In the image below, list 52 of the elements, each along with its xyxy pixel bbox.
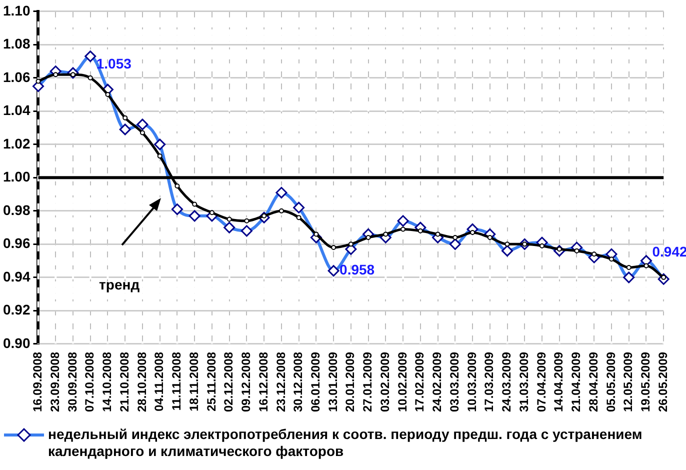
x-tick-label: 14.04.2009 [552, 352, 566, 412]
x-tick-label: 28.10.2008 [134, 352, 149, 412]
x-tick-label: 19.05.2009 [638, 352, 653, 412]
x-tick-label: 16.09.2008 [30, 352, 45, 412]
x-tick-label: 02.12.2008 [222, 352, 236, 412]
y-tick-label: 1.10 [3, 2, 30, 18]
x-tick-label: 20.01.2009 [343, 352, 358, 412]
y-tick-label: 0.90 [3, 334, 30, 351]
x-tick-label: 27.01.2009 [360, 352, 375, 412]
x-tick-label: 17.03.2009 [482, 352, 496, 412]
x-tick-label: 07.10.2008 [82, 352, 97, 412]
x-tick-label: 10.02.2009 [395, 352, 410, 412]
x-tick-label: 30.09.2008 [65, 352, 80, 412]
x-tick-label: 04.11.2008 [152, 352, 166, 412]
x-tick-label: 18.11.2008 [186, 352, 201, 412]
annotation: тренд [99, 276, 140, 293]
y-tick-label: 0.94 [3, 268, 30, 284]
x-tick-label: 24.03.2009 [500, 352, 514, 412]
x-tick-label: 09.12.2008 [239, 352, 254, 412]
x-tick-label: 14.10.2008 [100, 352, 114, 412]
annotation: 0.958 [340, 262, 375, 278]
legend-label: недельный индекс электропотребления к соотв. периоду предш. года с устранением календарного и климатического факторов [48, 426, 644, 460]
x-tick-label: 30.12.2008 [291, 352, 306, 412]
x-tick-label: 23.09.2008 [48, 352, 62, 412]
x-tick-label: 16.12.2008 [256, 352, 270, 412]
x-tick-label: 17.02.2009 [412, 352, 427, 412]
x-tick-label: 03.03.2009 [447, 352, 462, 412]
x-tick-label: 25.11.2008 [204, 352, 218, 412]
y-tick-label: 0.98 [3, 202, 30, 218]
x-tick-label: 21.04.2009 [569, 352, 584, 412]
y-tick-label: 1.04 [3, 102, 30, 118]
x-tick-label: 13.01.2009 [326, 352, 340, 412]
y-tick-label: 0.96 [3, 235, 30, 252]
x-tick-label: 03.02.2009 [378, 352, 392, 412]
y-tick-label: 0.92 [3, 302, 30, 318]
y-tick-label: 1.08 [3, 36, 30, 52]
x-tick-label: 05.05.2009 [604, 352, 618, 412]
y-tick-label: 1.06 [3, 68, 30, 85]
y-tick-label: 1.00 [3, 168, 30, 185]
x-tick-label: 23.12.2008 [274, 352, 288, 412]
x-tick-label: 07.04.2009 [534, 352, 548, 412]
x-tick-label: 28.04.2009 [586, 352, 600, 412]
x-tick-label: 12.05.2009 [621, 352, 636, 412]
annotation: 1.053 [96, 55, 132, 72]
x-tick-label: 24.02.2009 [430, 352, 444, 412]
x-tick-label: 26.05.2009 [656, 352, 670, 412]
x-tick-label: 06.01.2009 [308, 352, 322, 412]
x-tick-label: 10.03.2009 [464, 352, 479, 412]
x-tick-label: 31.03.2009 [516, 352, 531, 412]
x-tick-label: 21.10.2008 [117, 352, 132, 412]
y-tick-label: 1.02 [3, 135, 30, 152]
x-tick-label: 11.11.2008 [170, 352, 184, 411]
